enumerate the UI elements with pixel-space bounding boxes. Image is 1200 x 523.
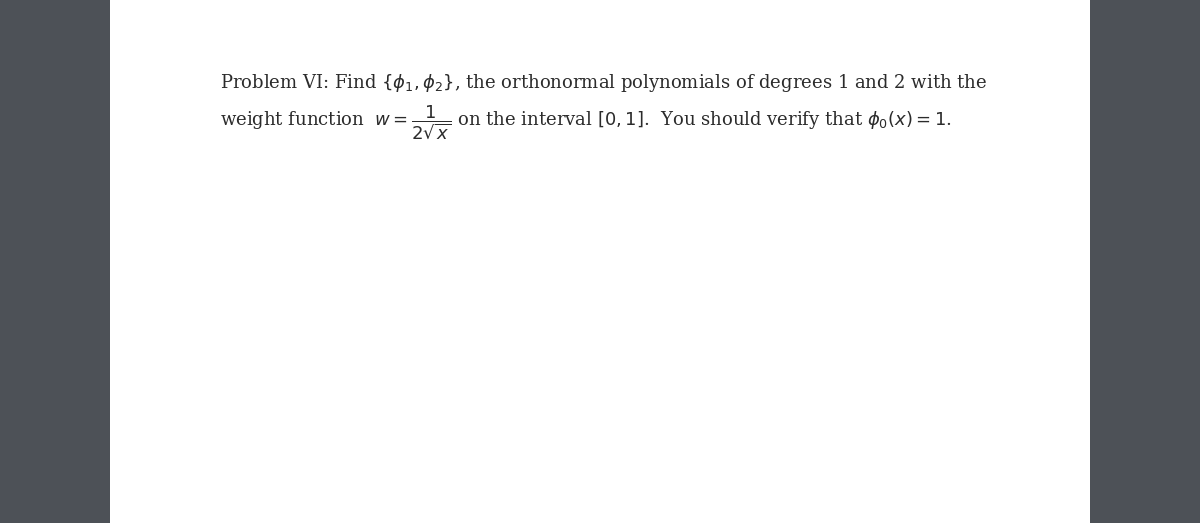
Text: weight function  $w = \dfrac{1}{2\sqrt{x}}$ on the interval $[0, 1]$.  You shoul: weight function $w = \dfrac{1}{2\sqrt{x}… bbox=[220, 103, 952, 141]
Bar bbox=[1090, 0, 1200, 523]
Bar bbox=[0, 0, 110, 523]
Text: Problem VI: Find $\{\phi_1,\phi_2\}$, the orthonormal polynomials of degrees 1 a: Problem VI: Find $\{\phi_1,\phi_2\}$, th… bbox=[220, 72, 988, 94]
